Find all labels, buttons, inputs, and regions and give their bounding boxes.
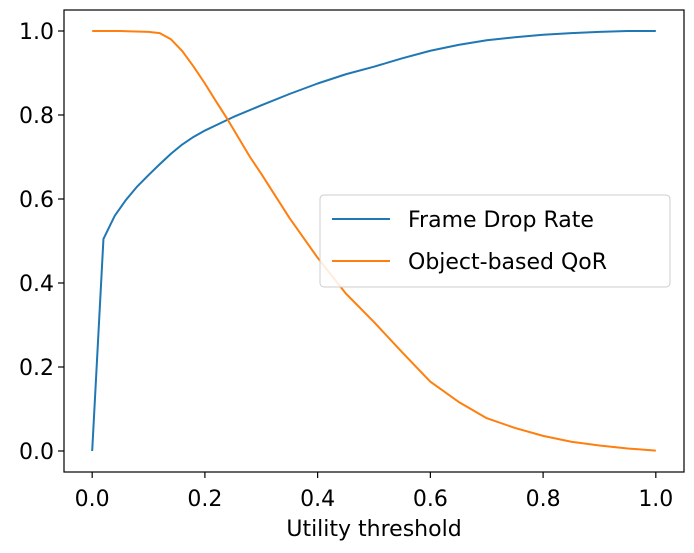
plot-frame <box>63 9 685 473</box>
y-axis: 0.0 0.2 0.4 0.6 0.8 1.0 <box>19 20 64 465</box>
legend-box <box>319 194 671 288</box>
series-line-object-based-qor <box>92 30 656 452</box>
series-layer <box>91 30 656 452</box>
y-tick-label: 0.0 <box>19 440 54 465</box>
legend: Frame Drop Rate Object-based QoR <box>319 194 671 288</box>
x-tick-label: 1.0 <box>638 487 673 512</box>
legend-label: Object-based QoR <box>408 250 607 275</box>
series-line-frame-drop-rate <box>91 30 656 452</box>
x-axis: 0.0 0.2 0.4 0.6 0.8 1.0 <box>75 472 673 512</box>
x-tick-label: 0.6 <box>413 487 448 512</box>
y-tick-label: 0.6 <box>19 188 54 213</box>
x-axis-title: Utility threshold <box>286 517 461 542</box>
y-tick-label: 0.4 <box>19 272 54 297</box>
x-tick-label: 0.2 <box>187 487 222 512</box>
x-tick-label: 0.0 <box>75 487 110 512</box>
legend-label: Frame Drop Rate <box>408 208 594 233</box>
y-tick-label: 1.0 <box>19 20 54 45</box>
x-tick-label: 0.4 <box>300 487 335 512</box>
x-tick-label: 0.8 <box>526 487 561 512</box>
y-tick-label: 0.2 <box>19 356 54 381</box>
y-tick-label: 0.8 <box>19 104 54 129</box>
